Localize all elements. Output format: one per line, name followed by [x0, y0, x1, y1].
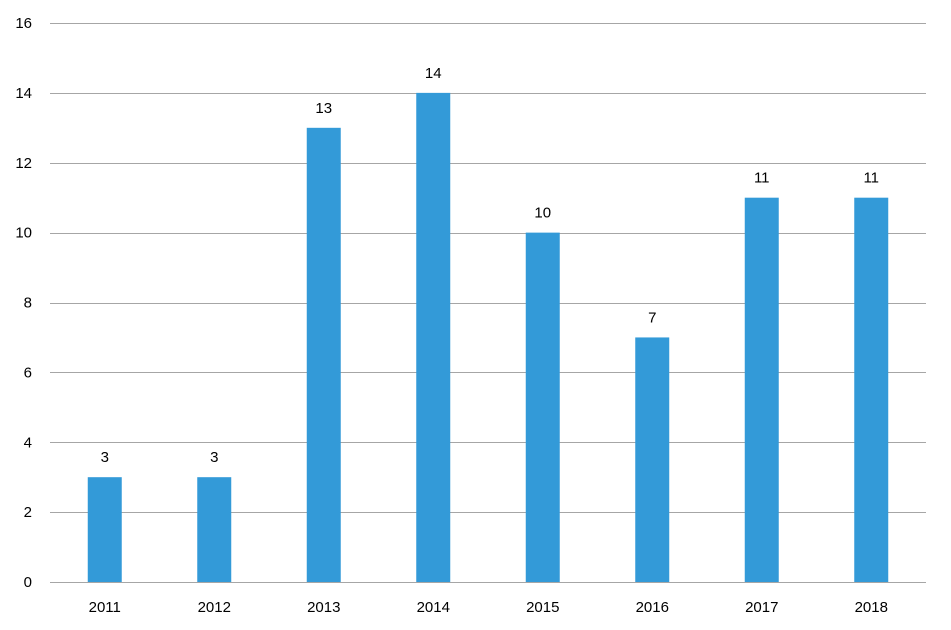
bar: [306, 127, 341, 582]
bar: [744, 197, 779, 582]
y-tick-label: 2: [24, 504, 32, 521]
x-tick-label: 2014: [417, 599, 450, 616]
y-tick-label: 12: [15, 155, 32, 172]
bar: [416, 92, 451, 582]
data-label: 3: [210, 449, 218, 466]
x-tick-label: 2018: [855, 599, 888, 616]
data-label: 13: [315, 100, 332, 117]
y-tick-label: 6: [24, 364, 32, 381]
y-tick-label: 16: [15, 15, 32, 32]
data-label: 10: [534, 205, 551, 222]
bar: [197, 477, 232, 582]
x-axis: 2011 2012 2013 2014 2015 2016 2017 2018: [89, 599, 888, 616]
y-tick-label: 8: [24, 295, 32, 312]
x-tick-label: 2011: [89, 599, 121, 616]
bar: [635, 337, 670, 582]
y-tick-label: 0: [24, 574, 32, 591]
x-tick-label: 2017: [745, 599, 778, 616]
bar: [525, 232, 560, 582]
data-label: 11: [754, 170, 770, 187]
x-tick-label: 2016: [636, 599, 669, 616]
data-label: 14: [425, 65, 442, 82]
x-tick-label: 2012: [198, 599, 231, 616]
data-label: 11: [863, 170, 879, 187]
bar: [87, 477, 122, 582]
x-tick-label: 2013: [307, 599, 340, 616]
bar: [854, 197, 889, 582]
data-label: 3: [101, 449, 109, 466]
y-tick-label: 14: [15, 85, 32, 102]
y-axis: 0 2 4 6 8 10 12 14 16: [15, 15, 32, 591]
data-label: 7: [648, 309, 656, 326]
y-tick-label: 10: [15, 225, 32, 242]
bars: [87, 92, 889, 582]
gridlines: [50, 23, 926, 583]
y-tick-label: 4: [24, 434, 32, 451]
x-tick-label: 2015: [526, 599, 559, 616]
data-labels: 3 3 13 14 10 7 11 11: [101, 65, 879, 466]
